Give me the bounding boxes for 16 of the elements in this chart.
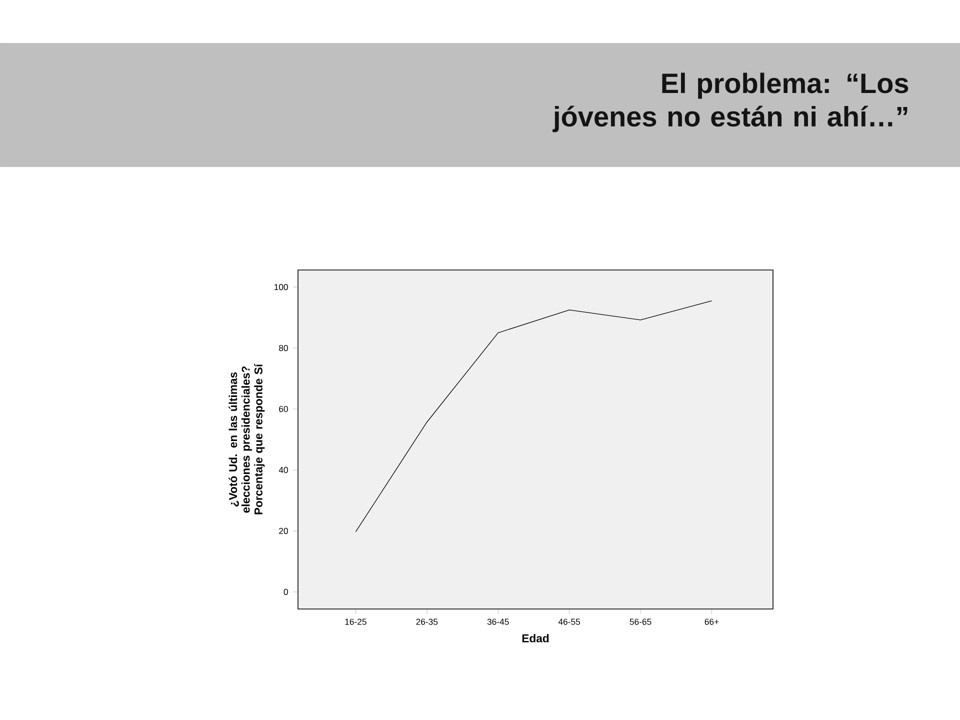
y-tick-label: 20 bbox=[279, 528, 288, 534]
line-series bbox=[355, 300, 712, 532]
y-tick-label: 100 bbox=[274, 284, 288, 290]
y-tick-label: 40 bbox=[278, 466, 288, 474]
x-tick-label: 36-45 bbox=[487, 618, 509, 625]
x-tick-label: 66+ bbox=[704, 618, 719, 625]
y-tick-label: 0 bbox=[284, 588, 288, 595]
x-axis-title: Edad bbox=[522, 634, 549, 642]
x-tick-label: 56-65 bbox=[630, 618, 652, 625]
y-tick-label: 60 bbox=[279, 406, 288, 412]
y-tick-label: 80 bbox=[279, 344, 288, 352]
y-axis-title: ¿Votó Ud. en las últimas elecciones presidenciales? Porcentaje que responde Sí bbox=[228, 364, 265, 514]
chart-title: El problema: “Los jóvenes no están ni ahí…” bbox=[552, 72, 908, 132]
x-tick-label: 46-55 bbox=[558, 618, 580, 625]
x-tick-label: 16-25 bbox=[345, 618, 366, 625]
x-tick-label: 26-35 bbox=[416, 618, 438, 625]
